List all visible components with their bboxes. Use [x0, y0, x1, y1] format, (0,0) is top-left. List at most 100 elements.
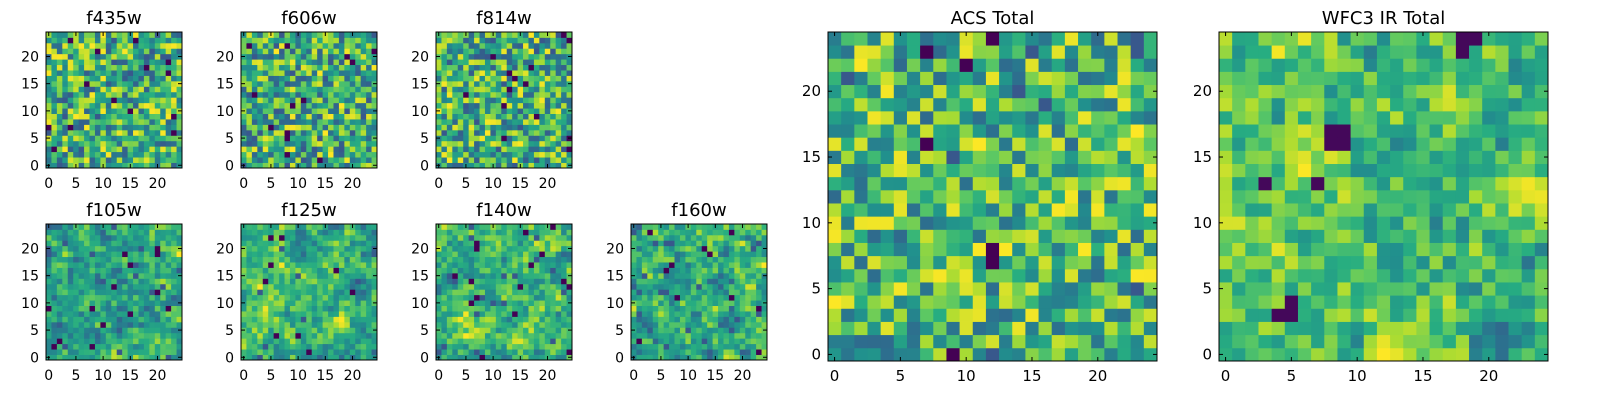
heatmap-cell [322, 53, 329, 60]
heatmap-cell [920, 347, 934, 362]
heatmap-cell [474, 75, 480, 82]
heatmap-cell [306, 338, 313, 345]
heatmap-cell [474, 140, 480, 147]
heatmap-cell [138, 162, 145, 169]
heatmap-cell [457, 146, 464, 153]
heatmap-cell [658, 294, 665, 301]
heatmap-cell [371, 140, 378, 147]
heatmap-cell [441, 224, 448, 230]
heatmap-cell [246, 91, 253, 98]
heatmap-cell [317, 64, 323, 71]
heatmap-cell [338, 300, 345, 306]
heatmap-cell [171, 97, 177, 104]
heatmap-cell [707, 354, 713, 361]
heatmap-cell [46, 311, 52, 317]
heatmap-cell [533, 42, 540, 49]
heatmap-cell [122, 70, 128, 76]
heatmap-cell [517, 251, 524, 258]
heatmap-cell [338, 332, 345, 339]
axes-frame [435, 31, 573, 169]
heatmap-cell [122, 327, 128, 334]
heatmap-cell [284, 64, 291, 71]
y-tick-label: 0 [225, 350, 234, 366]
heatmap-cell [441, 311, 448, 317]
heatmap-cell [360, 224, 367, 230]
heatmap-cell [972, 268, 987, 283]
heatmap-cell [555, 256, 562, 263]
heatmap-cell [116, 262, 123, 268]
heatmap-cell [544, 42, 551, 49]
heatmap-cell [116, 294, 123, 301]
heatmap-cell [78, 256, 85, 263]
heatmap-cell [490, 272, 497, 279]
heatmap-cell [446, 338, 453, 345]
heatmap-cell [111, 97, 118, 104]
heatmap-cell [251, 278, 258, 285]
heatmap-cell [328, 272, 334, 279]
heatmap-cell [528, 305, 535, 312]
heatmap-cell [279, 108, 285, 114]
heatmap-cell [46, 75, 52, 82]
heatmap-cell [669, 332, 675, 339]
heatmap-cell [89, 135, 96, 142]
heatmap-cell [946, 203, 960, 217]
heatmap-cell [750, 354, 757, 361]
heatmap-cell [355, 48, 362, 55]
heatmap-cell [311, 267, 318, 274]
heatmap-cell [512, 327, 518, 334]
heatmap-cell [517, 140, 524, 147]
heatmap-cell [561, 146, 567, 153]
heatmap-cell [999, 242, 1013, 257]
heatmap-cell [317, 129, 323, 136]
heatmap-cell [550, 124, 557, 131]
heatmap-cell [73, 305, 80, 312]
heatmap-cell [116, 256, 123, 263]
heatmap-cell [490, 108, 497, 114]
heatmap-cell [761, 234, 768, 241]
heatmap-cell [295, 42, 302, 49]
heatmap-cell [523, 278, 529, 285]
heatmap-cell [333, 140, 340, 147]
heatmap-cell [62, 234, 69, 241]
heatmap-cell [306, 113, 313, 120]
heatmap-cell [105, 42, 112, 49]
heatmap-cell [62, 224, 69, 230]
heatmap-cell [517, 289, 524, 296]
heatmap-cell [300, 256, 307, 263]
heatmap-cell [474, 86, 480, 93]
heatmap-cell [517, 113, 524, 120]
heatmap-cell [273, 129, 280, 136]
heatmap-cell [474, 224, 480, 230]
heatmap-cell [89, 311, 96, 317]
heatmap-cell [100, 300, 107, 306]
heatmap-cell [262, 289, 269, 296]
heatmap-cell [51, 316, 58, 323]
heatmap-cell [561, 75, 567, 82]
heatmap-cell [251, 245, 258, 252]
heatmap-cell [306, 75, 313, 82]
heatmap-cell [333, 349, 340, 355]
heatmap-cell [658, 338, 665, 345]
heatmap-cell [165, 316, 172, 323]
heatmap-cell [566, 75, 573, 82]
heatmap-cell [463, 316, 470, 323]
heatmap-cell [46, 316, 52, 323]
heatmap-cell [78, 129, 85, 136]
heatmap-cell [241, 140, 247, 147]
heatmap-cell [100, 151, 107, 158]
heatmap-cell [474, 283, 480, 290]
heatmap-cell [160, 86, 167, 93]
heatmap-cell [436, 321, 442, 328]
heatmap-cell [506, 354, 513, 361]
heatmap-cell [528, 151, 535, 158]
heatmap-cell [360, 294, 367, 301]
heatmap-cell [756, 267, 762, 274]
heatmap-cell [555, 272, 562, 279]
heatmap-cell [154, 113, 161, 120]
heatmap-cell [62, 294, 69, 301]
heatmap-cell [67, 64, 74, 71]
heatmap-cell [127, 75, 134, 82]
heatmap-cell [550, 327, 557, 334]
heatmap-cell [160, 80, 167, 87]
heatmap-cell [306, 86, 313, 93]
